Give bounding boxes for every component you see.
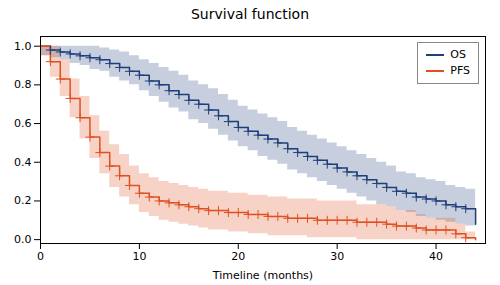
svg-text:0: 0 [37,250,44,263]
svg-text:10: 10 [132,250,146,263]
svg-text:30: 30 [330,250,344,263]
svg-text:0.8: 0.8 [14,78,32,91]
html-text:Survival function: Survival function [191,6,309,22]
svg-text:0.6: 0.6 [14,117,32,130]
svg-text:0.0: 0.0 [14,233,32,246]
svg-text:40: 40 [429,250,443,263]
html-text:OS: OS [450,48,466,61]
svg-text:Timeline (months): Timeline (months) [212,269,313,282]
svg-text:0.2: 0.2 [14,194,32,207]
html-text:PFS: PFS [450,64,470,77]
svg-text:0.4: 0.4 [14,156,32,169]
svg-text:1.0: 1.0 [14,40,32,53]
svg-text:20: 20 [231,250,245,263]
